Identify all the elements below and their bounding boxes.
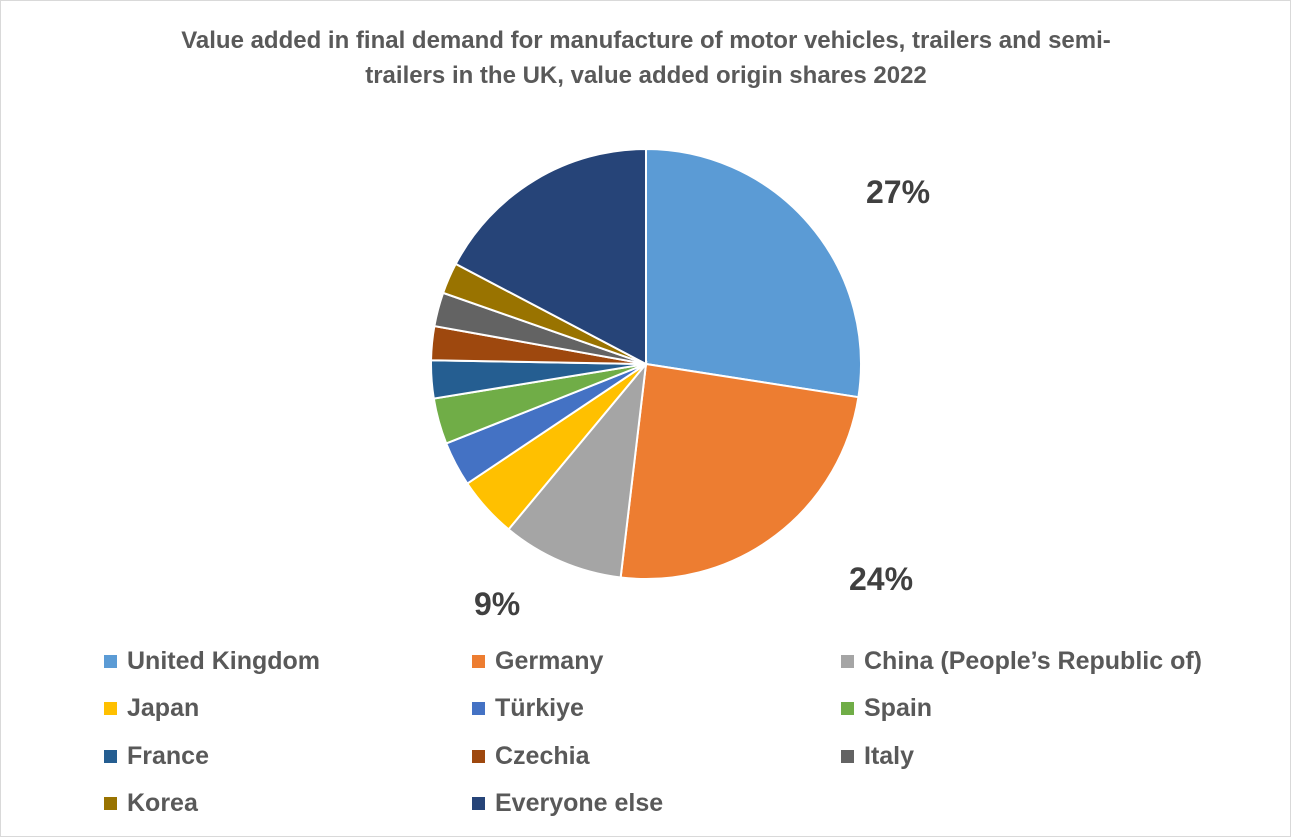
legend-swatch — [472, 654, 485, 668]
legend-swatch — [472, 702, 485, 715]
legend-item-japan: Japan — [104, 691, 199, 727]
legend-item-everyone-else: Everyone else — [472, 786, 663, 822]
legend-swatch — [104, 654, 117, 668]
legend-swatch — [472, 749, 485, 763]
chart-title-line-1: Value added in final demand for manufact… — [181, 27, 1111, 54]
legend-item-czechia: Czechia — [472, 738, 589, 774]
legend-label: China (People’s Republic of) — [864, 646, 1202, 675]
legend-swatch — [841, 654, 854, 668]
legend-item-united-kingdom: United Kingdom — [104, 643, 320, 679]
pie-slice-germany — [619, 362, 860, 580]
data-label-germany: 24% — [849, 561, 914, 597]
chart-title: Value added in final demand for manufact… — [121, 23, 1171, 93]
legend-label: United Kingdom — [127, 646, 321, 675]
legend-label: Japan — [127, 694, 200, 722]
legend-item-france: France — [104, 738, 209, 774]
legend-label: France — [127, 741, 209, 770]
legend-swatch — [841, 749, 854, 763]
chart-title-line-2: trailers in the UK, value added origin s… — [365, 62, 927, 89]
legend-item-korea: Korea — [104, 786, 198, 822]
legend-swatch — [841, 702, 854, 715]
legend-label: Germany — [495, 646, 604, 675]
data-label-united-kingdom: 27% — [866, 174, 931, 210]
legend-item-spain: Spain — [841, 691, 932, 727]
legend-swatch — [104, 797, 117, 810]
legend-item-italy: Italy — [841, 738, 914, 774]
legend-swatch — [472, 797, 485, 810]
legend-label: Korea — [127, 789, 198, 817]
legend-label: Czechia — [495, 741, 590, 770]
legend-label: Italy — [864, 741, 915, 770]
legend-swatch — [104, 702, 117, 715]
legend-label: Everyone else — [495, 789, 664, 817]
data-label-china-people-s-republic-of: 9% — [474, 586, 521, 622]
legend-label: Türkiye — [495, 694, 584, 722]
legend-swatch — [104, 749, 117, 763]
legend-item-germany: Germany — [472, 643, 603, 679]
pie-slice-everyone-else — [454, 147, 647, 366]
legend-item-t-rkiye: Türkiye — [472, 691, 584, 727]
legend-item-china-people-s-republic-of: China (People’s Republic of) — [841, 643, 1202, 679]
legend-label: Spain — [864, 694, 933, 722]
pie-slice-united-kingdom — [645, 147, 862, 399]
pie-slice-china-people-s-republic-of — [507, 360, 648, 579]
